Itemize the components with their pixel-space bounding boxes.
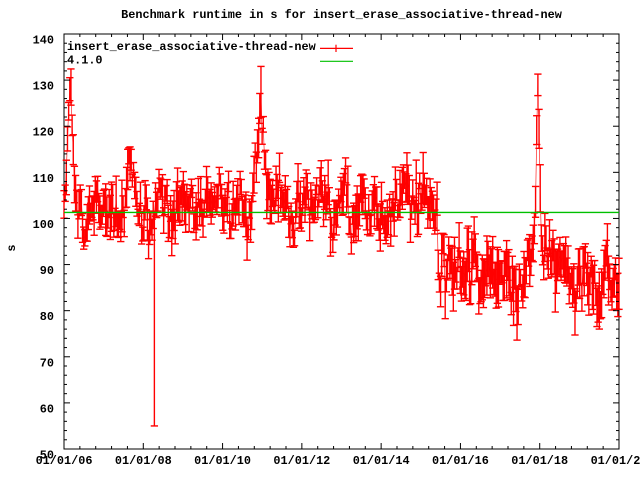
svg-text:110: 110 [33, 172, 54, 186]
svg-text:01/01/06: 01/01/06 [36, 454, 93, 468]
svg-text:01/01/10: 01/01/10 [194, 454, 251, 468]
svg-text:90: 90 [40, 264, 54, 278]
svg-text:01/01/14: 01/01/14 [353, 454, 410, 468]
svg-text:01/01/20: 01/01/20 [591, 454, 640, 468]
svg-text:120: 120 [33, 126, 54, 140]
svg-text:s: s [5, 244, 19, 251]
svg-text:60: 60 [40, 402, 54, 416]
svg-text:70: 70 [40, 356, 54, 370]
svg-text:insert_erase_associative-threa: insert_erase_associative-thread-new [67, 40, 317, 54]
svg-text:01/01/18: 01/01/18 [511, 454, 568, 468]
svg-text:4.1.0: 4.1.0 [67, 54, 103, 68]
svg-text:Benchmark runtime in s for ins: Benchmark runtime in s for insert_erase_… [121, 8, 563, 22]
svg-text:100: 100 [33, 218, 54, 232]
svg-text:140: 140 [33, 34, 54, 48]
svg-text:01/01/12: 01/01/12 [273, 454, 330, 468]
svg-text:01/01/08: 01/01/08 [115, 454, 172, 468]
svg-text:80: 80 [40, 310, 54, 324]
svg-text:130: 130 [33, 80, 54, 94]
svg-text:01/01/16: 01/01/16 [432, 454, 489, 468]
